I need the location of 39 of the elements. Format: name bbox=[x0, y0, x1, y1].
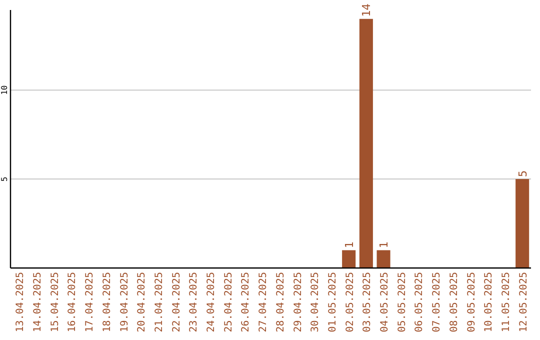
x-tick-label: 11.05.2025 bbox=[500, 272, 512, 332]
x-tick-label: 13.04.2025 bbox=[15, 272, 26, 332]
x-tick-label: 12.05.2025 bbox=[518, 272, 530, 332]
x-tick-label: 17.04.2025 bbox=[84, 272, 96, 332]
x-tick-label: 23.04.2025 bbox=[188, 272, 200, 332]
x-tick-label: 25.04.2025 bbox=[223, 272, 234, 332]
bar bbox=[516, 179, 530, 268]
x-tick-label: 02.05.2025 bbox=[344, 272, 356, 332]
x-tick-label: 01.05.2025 bbox=[327, 272, 338, 332]
y-tick-label: 10 bbox=[0, 85, 9, 95]
x-tick-label: 08.05.2025 bbox=[448, 272, 460, 332]
x-tick-label: 15.04.2025 bbox=[50, 272, 61, 332]
x-tick-label: 09.05.2025 bbox=[466, 272, 478, 332]
bar bbox=[376, 250, 390, 268]
x-tick-label: 14.04.2025 bbox=[32, 272, 44, 332]
bar bbox=[342, 250, 356, 268]
x-tick-label: 16.04.2025 bbox=[67, 272, 78, 332]
x-tick-label: 18.04.2025 bbox=[102, 272, 113, 332]
data-label: 5 bbox=[516, 170, 530, 178]
x-tick-label: 28.04.2025 bbox=[275, 272, 286, 332]
x-tick-label: 30.04.2025 bbox=[310, 272, 322, 332]
x-tick-label: 07.05.2025 bbox=[432, 272, 443, 332]
x-tick-label: 06.05.2025 bbox=[414, 272, 426, 332]
bar bbox=[359, 18, 373, 268]
x-tick-label: 05.05.2025 bbox=[396, 272, 408, 332]
x-tick-label: 04.05.2025 bbox=[380, 272, 391, 332]
x-tick-label: 19.04.2025 bbox=[119, 272, 130, 332]
x-tick-label: 24.04.2025 bbox=[206, 272, 218, 332]
x-tick-label: 29.04.2025 bbox=[292, 272, 304, 332]
data-label: 14 bbox=[360, 3, 374, 17]
x-tick-label: 27.04.2025 bbox=[258, 272, 270, 332]
x-tick-label: 20.04.2025 bbox=[136, 272, 148, 332]
x-tick-label: 10.05.2025 bbox=[484, 272, 495, 332]
x-tick-label: 21.04.2025 bbox=[154, 272, 165, 332]
x-tick-label: 26.04.2025 bbox=[240, 272, 252, 332]
data-label: 1 bbox=[378, 242, 391, 248]
data-label: 1 bbox=[342, 242, 356, 248]
x-tick-label: 03.05.2025 bbox=[362, 272, 374, 332]
x-tick-label: 22.04.2025 bbox=[171, 272, 182, 332]
